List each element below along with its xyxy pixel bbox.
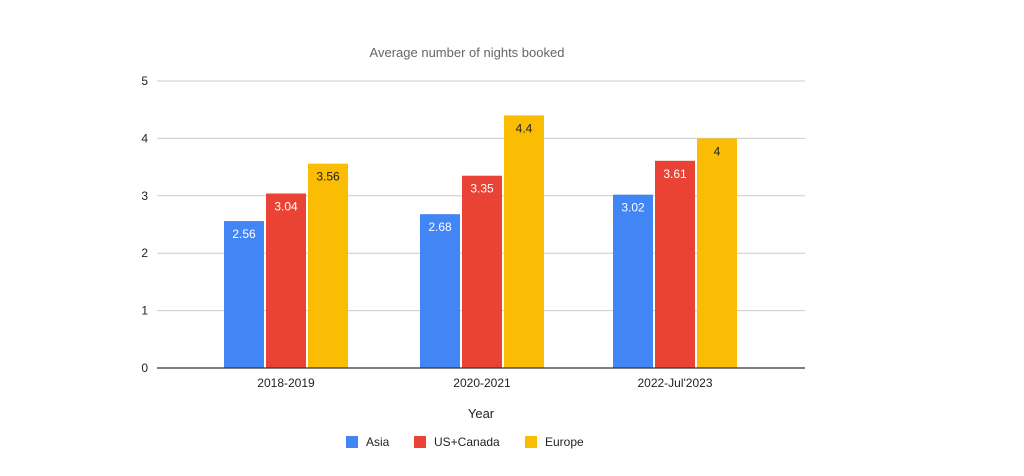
y-tick-label: 0 [141,361,148,375]
y-tick-label: 4 [141,131,148,145]
bar-us-canada-1 [462,175,502,368]
data-label: 2.56 [232,227,256,241]
x-category-label: 2020-2021 [453,376,511,390]
data-label: 4 [714,144,721,158]
x-axis-categories: 2018-2019 2020-2021 2022-Jul'2023 [257,376,713,390]
bar-us-canada-2 [655,160,695,368]
bar-europe-1 [504,115,544,368]
bar-asia-2 [613,194,653,368]
y-tick-label: 5 [141,74,148,88]
y-tick-label: 2 [141,246,148,260]
y-tick-label: 3 [141,189,148,203]
x-category-label: 2018-2019 [257,376,315,390]
legend-label: Asia [366,435,390,449]
x-axis-title: Year [468,406,495,421]
legend: Asia US+Canada Europe [346,435,584,449]
x-category-label: 2022-Jul'2023 [637,376,712,390]
data-label: 3.04 [274,200,298,214]
legend-swatch [346,436,358,448]
data-label: 2.68 [428,220,452,234]
y-tick-label: 1 [141,304,148,318]
chart-title: Average number of nights booked [370,45,565,60]
bar-asia-1 [420,214,460,368]
legend-label: Europe [545,435,584,449]
y-axis-ticks: 0 1 2 3 4 5 [141,74,148,375]
data-label: 4.4 [516,121,533,135]
data-label: 3.02 [621,201,645,215]
legend-label: US+Canada [434,435,500,449]
bar-europe-0 [308,163,348,368]
data-label: 3.35 [470,182,494,196]
bar-asia-0 [224,221,264,368]
data-label: 3.56 [316,170,340,184]
bar-europe-2 [697,138,737,368]
data-labels: 2.56 3.04 3.56 2.68 3.35 4.4 3.02 3.61 4 [232,121,720,241]
legend-swatch [525,436,537,448]
legend-swatch [414,436,426,448]
bars [224,115,737,368]
bar-us-canada-0 [266,193,306,368]
data-label: 3.61 [663,167,687,181]
